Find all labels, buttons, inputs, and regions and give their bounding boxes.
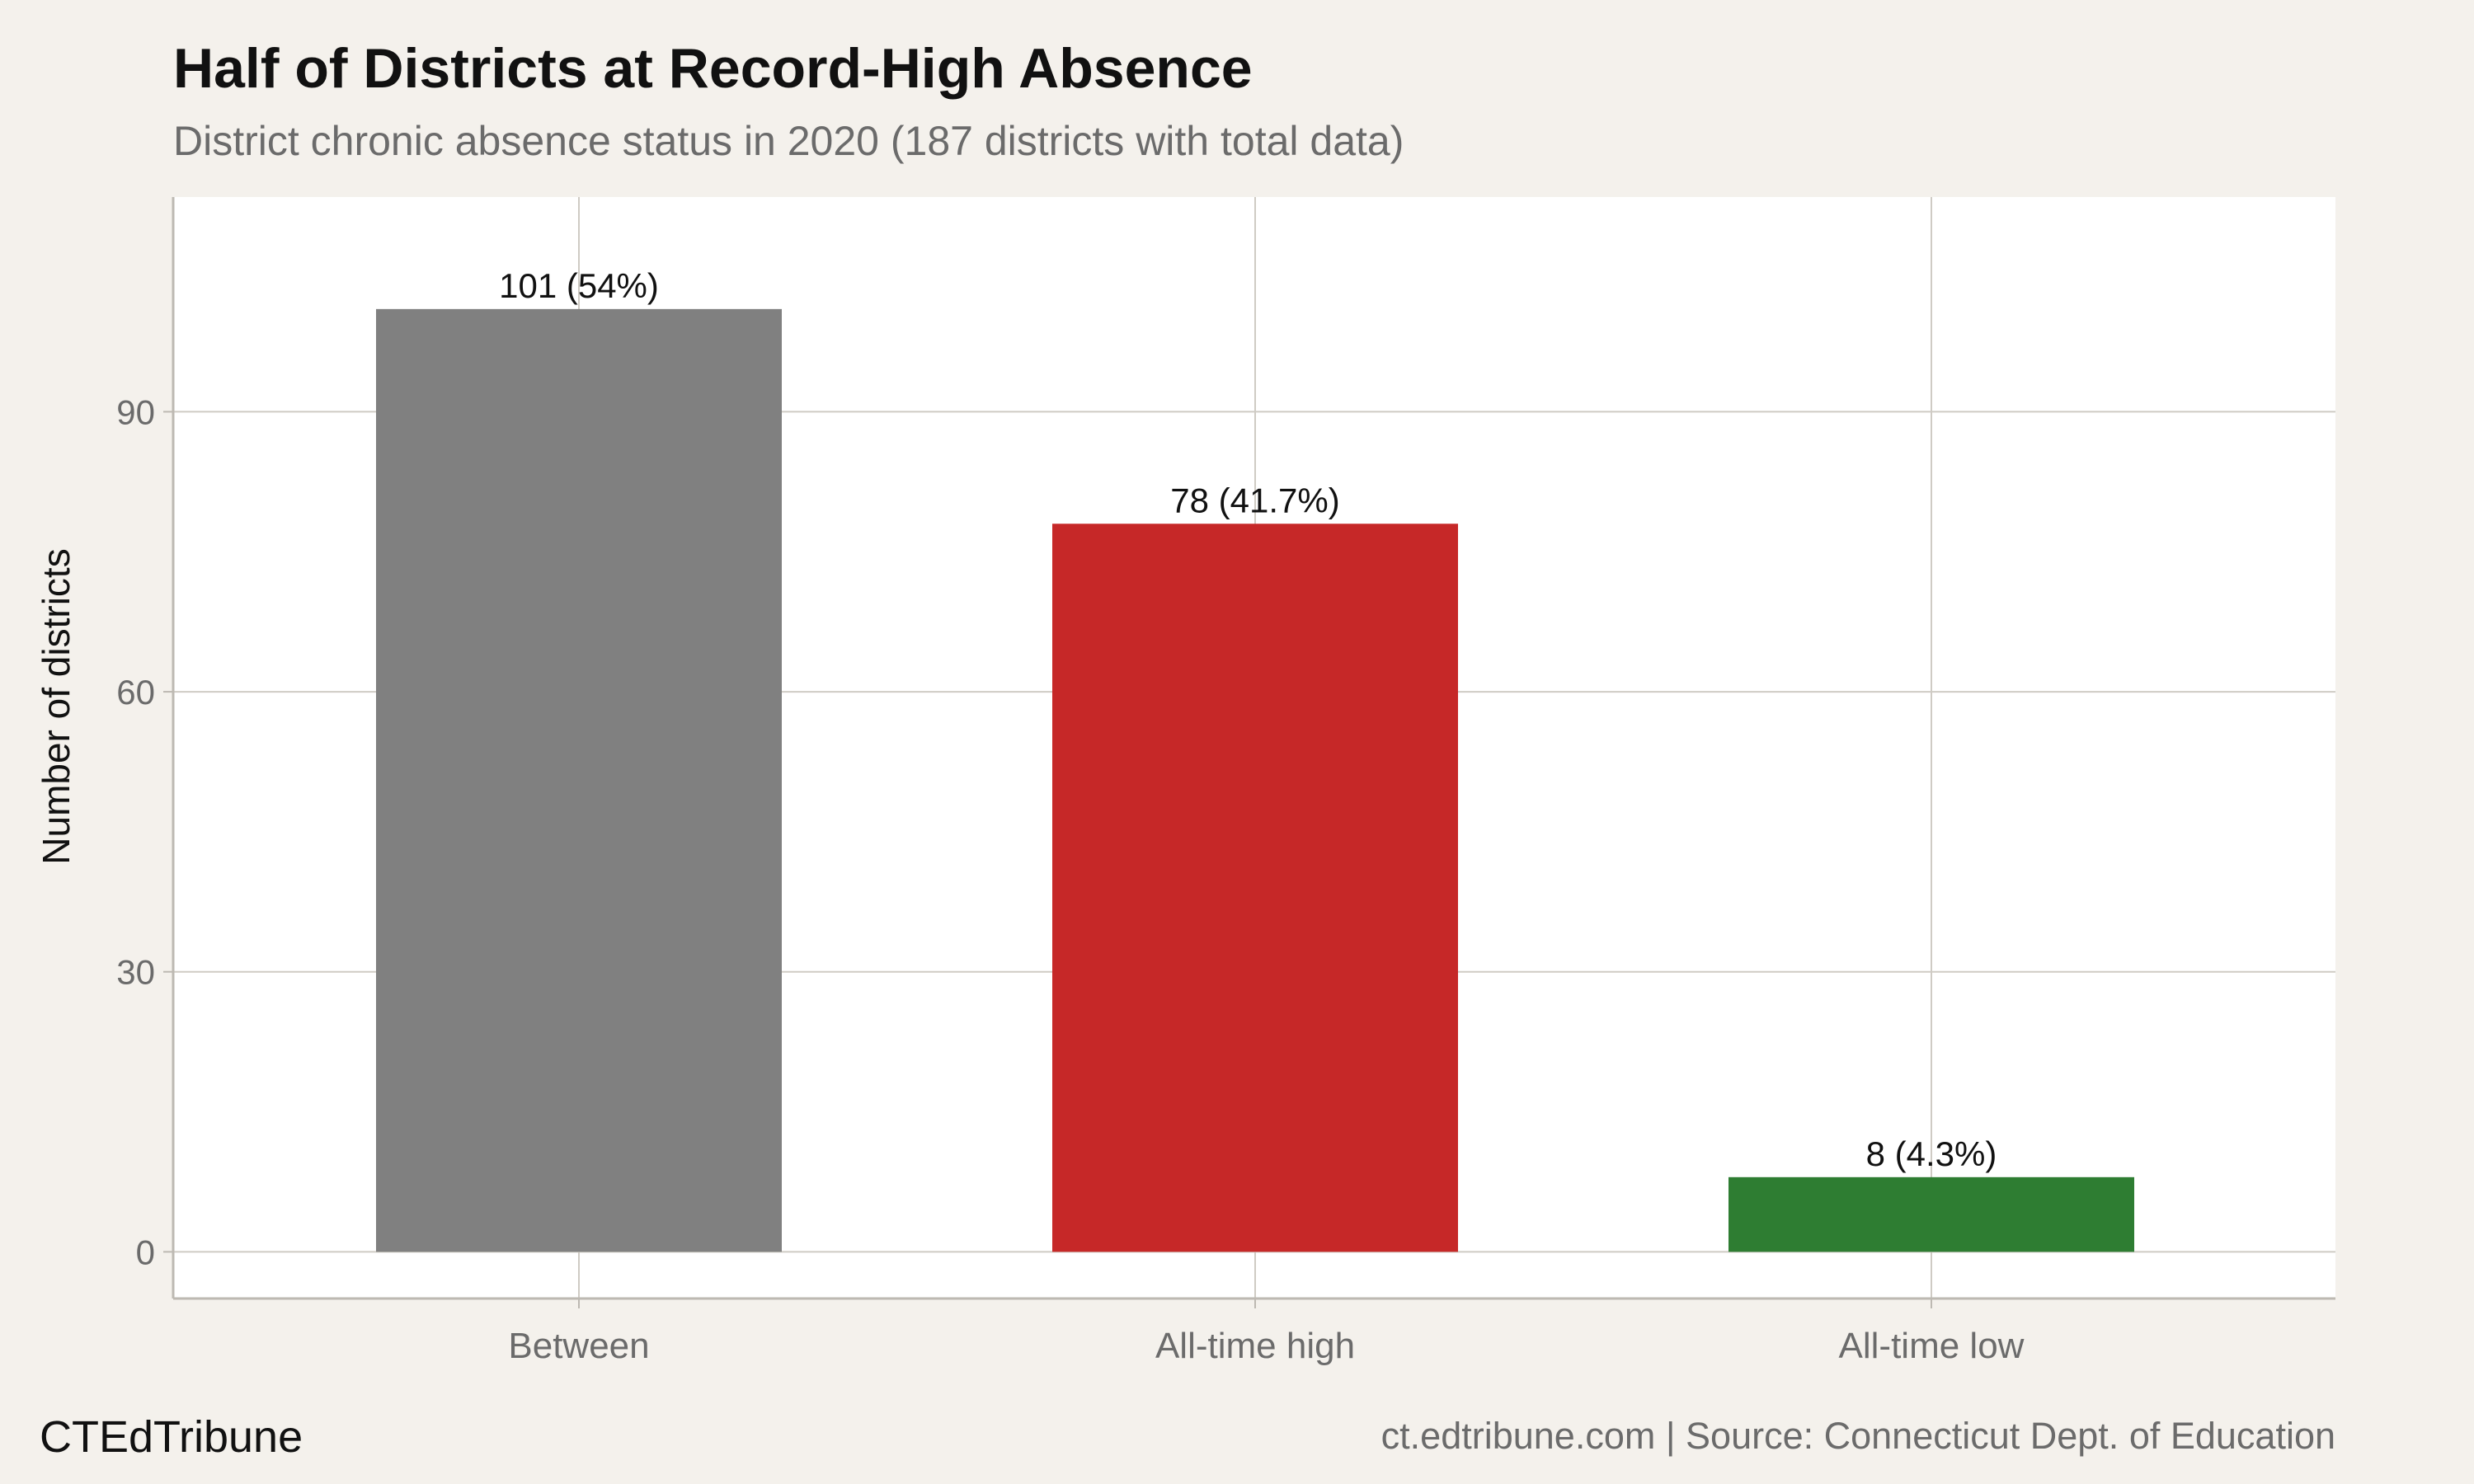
data-label: 101 (54%) <box>499 266 659 305</box>
source-caption: ct.edtribune.com | Source: Connecticut D… <box>1380 1415 2335 1457</box>
x-tick-label: All-time low <box>1839 1326 2025 1366</box>
x-tick-label: Between <box>508 1326 649 1366</box>
bar-all-time-high <box>1052 524 1458 1252</box>
chart-title: Half of Districts at Record-High Absence <box>173 37 1253 100</box>
y-axis-label: Number of districts <box>35 548 78 864</box>
bar-all-time-low <box>1729 1176 2134 1252</box>
x-tick-label: All-time high <box>1155 1326 1355 1366</box>
data-label: 78 (41.7%) <box>1170 481 1339 519</box>
chart-subtitle: District chronic absence status in 2020 … <box>173 118 1404 164</box>
y-tick-label: 30 <box>116 953 155 992</box>
y-tick-label: 0 <box>136 1233 155 1271</box>
y-tick-label: 90 <box>116 392 155 431</box>
bar-between <box>376 308 782 1252</box>
brand-label: CTEdTribune <box>40 1412 303 1462</box>
data-label: 8 (4.3%) <box>1866 1134 1997 1173</box>
y-tick-label: 60 <box>116 673 155 711</box>
